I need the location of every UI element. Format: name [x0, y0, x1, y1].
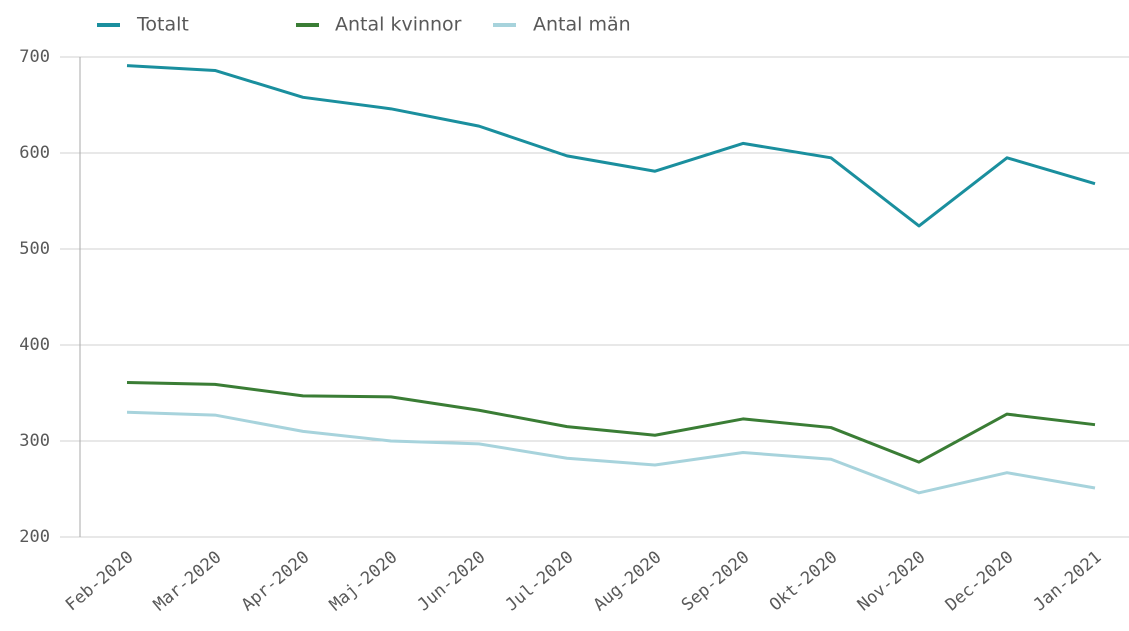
line-series — [126, 64, 1096, 228]
x-tick-label: Feb-2020 — [62, 547, 138, 615]
y-tick-label: 500 — [19, 239, 50, 259]
x-tick-label: Jan-2021 — [1030, 547, 1106, 615]
x-tick-label: Nov-2020 — [854, 547, 930, 615]
y-tick-label: 700 — [19, 47, 50, 67]
x-tick-label: Okt-2020 — [766, 547, 842, 615]
y-tick-label: 600 — [19, 143, 50, 163]
x-tick-label: Aug-2020 — [590, 547, 666, 615]
legend-label: Antal kvinnor — [335, 14, 462, 36]
x-tick-label: Mar-2020 — [150, 547, 226, 615]
legend-label: Totalt — [136, 14, 189, 36]
line-series — [126, 380, 1096, 464]
x-tick-label: Maj-2020 — [326, 547, 402, 615]
x-tick-label: Jul-2020 — [502, 547, 578, 615]
y-tick-label: 300 — [19, 431, 50, 451]
x-tick-label: Dec-2020 — [942, 547, 1018, 615]
y-tick-label: 400 — [19, 335, 50, 355]
y-tick-label: 200 — [19, 527, 50, 547]
legend-label: Antal män — [533, 14, 631, 36]
x-tick-label: Apr-2020 — [238, 547, 314, 615]
x-tick-label: Sep-2020 — [678, 547, 754, 615]
x-tick-label: Jun-2020 — [414, 547, 490, 615]
line-series — [126, 410, 1096, 495]
